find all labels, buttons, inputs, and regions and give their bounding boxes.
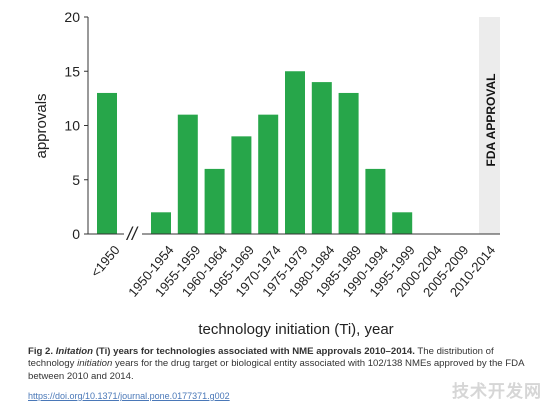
- bar: [285, 71, 305, 234]
- bar: [311, 82, 332, 234]
- bar: [204, 168, 225, 234]
- caption-title: Fig 2. Initation (Ti) years for technolo…: [28, 346, 415, 357]
- x-tick-label: <1950: [88, 242, 123, 280]
- caption-title-italic: Initation: [55, 346, 94, 357]
- bar: [231, 136, 252, 234]
- y-axis: 0 5 10 15 20: [64, 9, 89, 242]
- y-tick-label: 15: [64, 63, 80, 79]
- bar: [258, 114, 279, 234]
- watermark-text: 技术开发网: [452, 382, 542, 401]
- bar: [338, 92, 359, 234]
- x-axis-label: technology initiation (Ti), year: [198, 321, 393, 338]
- bar: [97, 92, 117, 234]
- bars: [97, 71, 413, 234]
- y-axis-label: approvals: [33, 93, 50, 158]
- bar: [392, 212, 413, 234]
- fda-approval-label: FDA APPROVAL: [484, 74, 498, 167]
- axis-break-mark: //: [125, 224, 139, 244]
- figure-caption: Fig 2. Initation (Ti) years for technolo…: [28, 346, 533, 383]
- caption-fig-number: Fig 2.: [28, 346, 56, 357]
- x-axis: //<1950 1950-19541955-19591960-19641965-1…: [88, 224, 500, 300]
- fda-approval-region: [479, 17, 500, 234]
- caption-body-italic: initiation: [77, 358, 113, 370]
- bar: [365, 168, 386, 234]
- bar: [151, 212, 171, 234]
- bar-chart: FDA APPROVAL 0 5 10 15 20 //<1950 1950-195419…: [33, 9, 500, 338]
- y-tick-label: 5: [72, 172, 80, 188]
- caption-body-2: years for the drug target or biological …: [28, 358, 524, 382]
- y-tick-label: 0: [72, 226, 80, 242]
- caption-title-rest: (Ti) years for technologies associated w…: [93, 346, 415, 357]
- y-tick-label: 10: [64, 118, 80, 134]
- doi-link[interactable]: https://doi.org/10.1371/journal.pone.017…: [28, 391, 230, 401]
- caption-body-1: The distribution of technology: [28, 346, 494, 370]
- y-tick-label: 20: [64, 9, 80, 25]
- bar: [177, 114, 198, 234]
